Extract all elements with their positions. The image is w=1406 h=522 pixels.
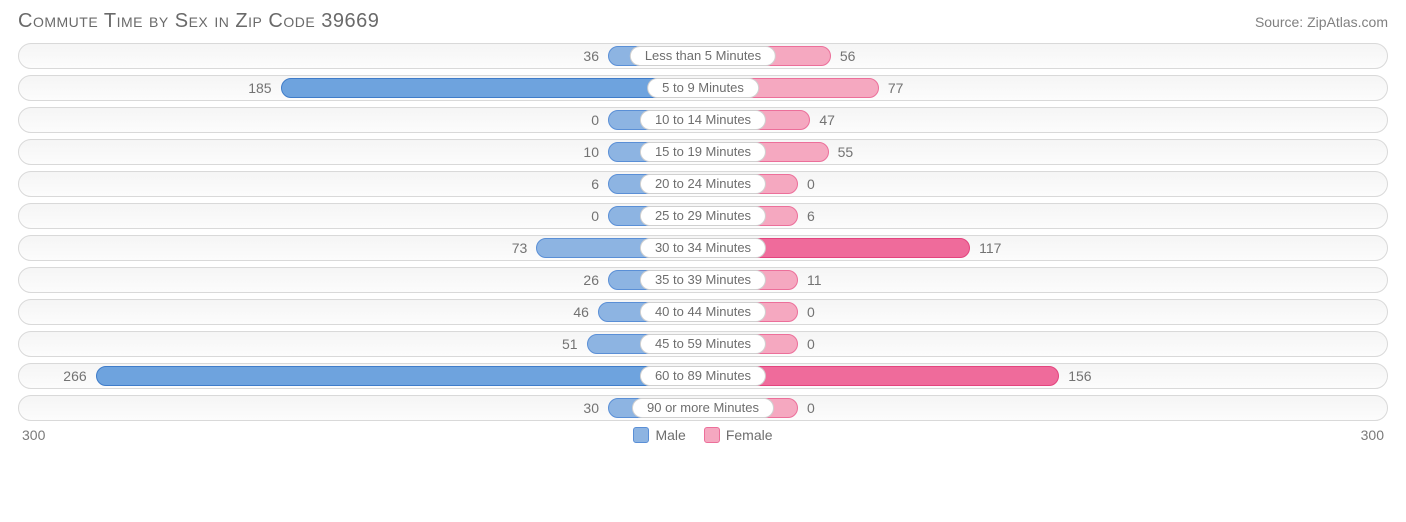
female-value: 0 xyxy=(799,332,859,358)
bar-row: 46 0 40 to 44 Minutes xyxy=(18,299,1388,325)
category-label: 20 to 24 Minutes xyxy=(640,174,766,194)
bar-row: 266 156 60 to 89 Minutes xyxy=(18,363,1388,389)
legend: Male Female xyxy=(633,427,772,443)
category-label: 90 or more Minutes xyxy=(632,398,774,418)
male-value: 6 xyxy=(547,172,607,198)
category-label: 35 to 39 Minutes xyxy=(640,270,766,290)
legend-female-label: Female xyxy=(726,427,773,443)
female-value: 117 xyxy=(971,236,1031,262)
bar-row: 51 0 45 to 59 Minutes xyxy=(18,331,1388,357)
female-value: 47 xyxy=(811,108,871,134)
category-label: 60 to 89 Minutes xyxy=(640,366,766,386)
male-value: 36 xyxy=(547,44,607,70)
male-swatch-icon xyxy=(633,427,649,443)
male-value: 26 xyxy=(547,268,607,294)
chart-footer: 300 Male Female 300 xyxy=(0,427,1406,443)
bar-row: 36 56 Less than 5 Minutes xyxy=(18,43,1388,69)
axis-left-max: 300 xyxy=(22,427,45,443)
legend-male-label: Male xyxy=(655,427,685,443)
female-value: 0 xyxy=(799,172,859,198)
bar-row: 0 6 25 to 29 Minutes xyxy=(18,203,1388,229)
male-value: 46 xyxy=(537,300,597,326)
bar-row: 185 77 5 to 9 Minutes xyxy=(18,75,1388,101)
category-label: Less than 5 Minutes xyxy=(630,46,776,66)
bar-row: 6 0 20 to 24 Minutes xyxy=(18,171,1388,197)
female-value: 77 xyxy=(880,76,940,102)
male-bar xyxy=(96,366,703,386)
male-bar xyxy=(281,78,703,98)
category-label: 5 to 9 Minutes xyxy=(647,78,759,98)
male-value: 51 xyxy=(526,332,586,358)
female-value: 55 xyxy=(830,140,890,166)
male-value: 73 xyxy=(475,236,535,262)
female-value: 6 xyxy=(799,204,859,230)
female-value: 156 xyxy=(1060,364,1120,390)
category-label: 10 to 14 Minutes xyxy=(640,110,766,130)
category-label: 15 to 19 Minutes xyxy=(640,142,766,162)
female-value: 0 xyxy=(799,396,859,422)
chart-header: Commute Time by Sex in Zip Code 39669 So… xyxy=(0,0,1406,41)
chart-title: Commute Time by Sex in Zip Code 39669 xyxy=(18,10,379,33)
female-value: 0 xyxy=(799,300,859,326)
legend-female: Female xyxy=(704,427,773,443)
category-label: 25 to 29 Minutes xyxy=(640,206,766,226)
bar-row: 10 55 15 to 19 Minutes xyxy=(18,139,1388,165)
female-value: 11 xyxy=(799,268,859,294)
male-value: 30 xyxy=(547,396,607,422)
male-value: 0 xyxy=(547,204,607,230)
chart-source: Source: ZipAtlas.com xyxy=(1255,14,1388,30)
category-label: 40 to 44 Minutes xyxy=(640,302,766,322)
female-value: 56 xyxy=(832,44,892,70)
legend-male: Male xyxy=(633,427,685,443)
bar-row: 73 117 30 to 34 Minutes xyxy=(18,235,1388,261)
bar-row: 26 11 35 to 39 Minutes xyxy=(18,267,1388,293)
male-value: 266 xyxy=(35,364,95,390)
category-label: 30 to 34 Minutes xyxy=(640,238,766,258)
male-value: 0 xyxy=(547,108,607,134)
female-swatch-icon xyxy=(704,427,720,443)
bar-row: 30 0 90 or more Minutes xyxy=(18,395,1388,421)
chart-area: 36 56 Less than 5 Minutes 185 77 5 to 9 Minut… xyxy=(0,41,1406,421)
male-value: 185 xyxy=(220,76,280,102)
male-value: 10 xyxy=(547,140,607,166)
bar-row: 0 47 10 to 14 Minutes xyxy=(18,107,1388,133)
axis-right-max: 300 xyxy=(1361,427,1384,443)
category-label: 45 to 59 Minutes xyxy=(640,334,766,354)
